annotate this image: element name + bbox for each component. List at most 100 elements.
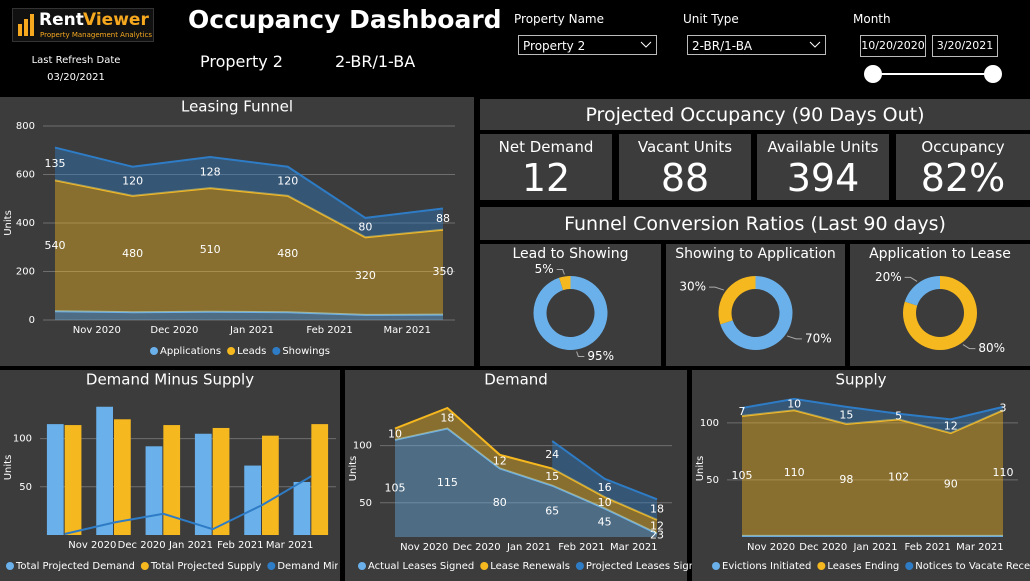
data-label: 16 bbox=[598, 481, 612, 494]
data-label: 105 bbox=[732, 469, 753, 482]
kpi-value: 82% bbox=[920, 156, 1006, 200]
legend: Evictions Initiated Leases Ending Notices … bbox=[712, 561, 1030, 572]
legend-swatch bbox=[712, 562, 720, 570]
kpi-label: Net Demand bbox=[498, 138, 594, 156]
pie-slice bbox=[533, 276, 608, 351]
x-tick-label: Dec 2020 bbox=[799, 542, 847, 553]
date-slider[interactable] bbox=[860, 62, 1010, 86]
logo-rent: Rent bbox=[39, 10, 84, 30]
data-label: 120 bbox=[277, 174, 298, 187]
leader-line bbox=[962, 344, 976, 350]
bar bbox=[64, 425, 82, 535]
chart-title: Leasing Funnel bbox=[181, 98, 293, 116]
data-label: 15 bbox=[545, 470, 559, 483]
x-tick-label: Feb 2021 bbox=[558, 542, 604, 553]
y-tick-label: 50 bbox=[359, 498, 372, 509]
area-fill bbox=[742, 410, 1003, 536]
data-label: 320 bbox=[355, 269, 376, 282]
pie-slice bbox=[718, 276, 756, 325]
selected-property: Property 2 bbox=[200, 52, 283, 71]
x-tick-label: Dec 2020 bbox=[150, 325, 198, 336]
data-label: 12 bbox=[493, 455, 507, 468]
filter-label: Property Name bbox=[514, 12, 604, 26]
kpi-value: 88 bbox=[660, 156, 710, 200]
bar bbox=[311, 424, 329, 535]
data-label: 10 bbox=[787, 398, 801, 411]
data-label: 110 bbox=[993, 466, 1014, 479]
panel bbox=[345, 370, 687, 581]
y-tick-label: 0 bbox=[29, 315, 35, 326]
x-tick-label: Mar 2021 bbox=[610, 542, 658, 553]
y-tick-label: 50 bbox=[706, 475, 719, 486]
logo-viewer: Viewer bbox=[83, 10, 149, 30]
kpi-label: Vacant Units bbox=[637, 138, 733, 156]
y-axis-label: Units bbox=[348, 456, 359, 482]
property-dropdown[interactable]: Property 2 bbox=[518, 35, 657, 55]
legend: Applications Leads Showings bbox=[150, 346, 330, 357]
filter-value: Property 2 bbox=[523, 39, 586, 53]
data-label: 70% bbox=[805, 331, 832, 345]
logo-tagline: Property Management Analytics bbox=[40, 31, 152, 39]
legend-swatch bbox=[817, 562, 826, 570]
y-tick-label: 600 bbox=[16, 170, 35, 181]
pie-slice bbox=[904, 276, 940, 306]
legend-swatch bbox=[6, 562, 14, 570]
slider-handle[interactable] bbox=[984, 65, 1002, 83]
data-label: 95% bbox=[587, 349, 614, 363]
chevron bbox=[640, 41, 652, 48]
pie-slice bbox=[903, 276, 978, 351]
legend-label: Notices to Vacate Received bbox=[915, 561, 1030, 572]
chart-title: Demand bbox=[484, 371, 548, 389]
unit-type-dropdown[interactable]: 2-BR/1-BA bbox=[687, 35, 826, 55]
leader-line bbox=[576, 351, 585, 357]
data-label: 115 bbox=[437, 476, 458, 489]
legend-label: Total Projected Demand bbox=[15, 561, 135, 572]
x-tick-label: Jan 2021 bbox=[506, 542, 551, 553]
legend: Total Projected Demand Total Projected Su… bbox=[6, 561, 338, 572]
data-label: 90 bbox=[944, 477, 958, 490]
logo-icon bbox=[18, 14, 34, 36]
x-tick-label: Dec 2020 bbox=[453, 542, 501, 553]
legend-swatch bbox=[575, 562, 584, 570]
y-tick-label: 50 bbox=[19, 482, 32, 493]
kpi-value: 12 bbox=[521, 156, 571, 200]
selected-unit-type: 2-BR/1-BA bbox=[335, 52, 416, 71]
legend-label: Showings bbox=[282, 346, 330, 357]
legend-swatch bbox=[905, 562, 914, 570]
bar bbox=[212, 427, 230, 535]
bar bbox=[163, 425, 181, 535]
leader-line bbox=[556, 269, 565, 275]
start-date[interactable]: 10/20/2020 bbox=[860, 35, 926, 57]
x-tick-label: Nov 2020 bbox=[400, 542, 448, 553]
end-date[interactable]: 3/20/2021 bbox=[932, 35, 998, 57]
legend-label: Actual Leases Signed bbox=[368, 561, 474, 572]
area-fill bbox=[395, 428, 657, 537]
data-label: 98 bbox=[839, 473, 853, 486]
kpi-card: Occupancy 82% bbox=[896, 134, 1030, 200]
x-tick-label: Feb 2021 bbox=[306, 325, 352, 336]
data-label: 480 bbox=[277, 247, 298, 260]
kpi-value: 394 bbox=[786, 156, 860, 200]
data-label: 135 bbox=[45, 157, 66, 170]
data-label: 5 bbox=[895, 410, 902, 423]
legend-label: Projected Leases Signed bbox=[586, 561, 708, 572]
area-fill bbox=[55, 180, 443, 315]
chart-title: Demand Minus Supply bbox=[86, 371, 254, 389]
line bbox=[64, 475, 312, 536]
data-label: 15 bbox=[839, 408, 853, 421]
legend-label: Lease Renewals bbox=[490, 561, 570, 572]
pie-slice bbox=[559, 276, 571, 291]
chart-title: Application to Lease bbox=[869, 246, 1011, 262]
x-tick-label: Dec 2020 bbox=[118, 540, 166, 551]
kpi-section-title: Projected Occupancy (90 Days Out) bbox=[480, 99, 1030, 130]
data-label: 110 bbox=[784, 466, 805, 479]
pie-slice bbox=[720, 276, 793, 350]
data-label: 3 bbox=[1000, 402, 1007, 415]
slider-handle[interactable] bbox=[864, 65, 882, 83]
data-label: 5% bbox=[535, 262, 554, 276]
chart-title: Supply bbox=[835, 371, 886, 389]
area-line bbox=[54, 146, 444, 219]
x-tick-label: Mar 2021 bbox=[266, 540, 314, 551]
x-tick-label: Nov 2020 bbox=[747, 542, 795, 553]
bar bbox=[114, 419, 131, 535]
